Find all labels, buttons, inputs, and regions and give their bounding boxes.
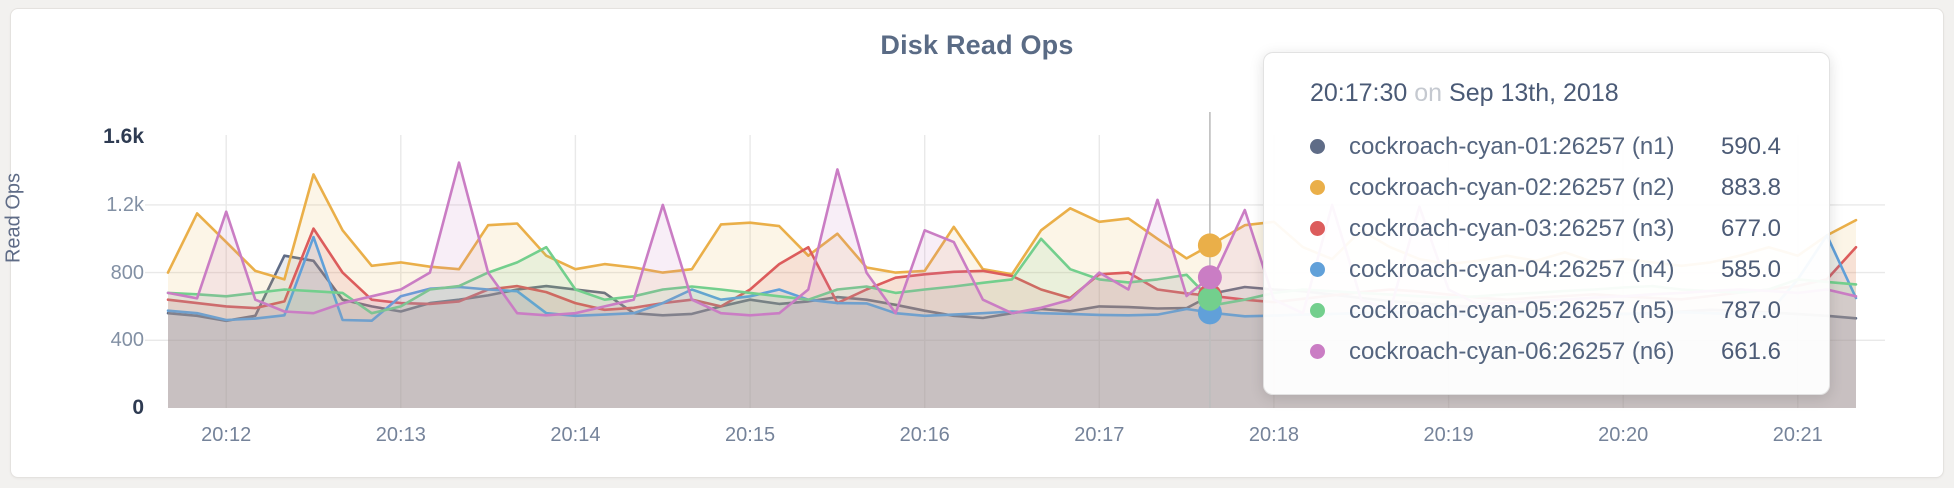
y-tick-label: 1.2k	[106, 193, 144, 216]
y-tick-label: 400	[110, 329, 144, 352]
x-tick-label: 20:13	[375, 424, 426, 446]
x-tick-label: 20:18	[1248, 424, 1299, 446]
series-color-dot-icon	[1310, 303, 1325, 318]
tooltip-series-row: cockroach-cyan-03:26257 (n3) 677.0	[1310, 208, 1781, 249]
x-tick-label: 20:21	[1772, 424, 1823, 446]
tooltip-series-row: cockroach-cyan-05:26257 (n5) 787.0	[1310, 290, 1781, 331]
x-tick-label: 20:12	[201, 424, 252, 446]
x-tick-label: 20:20	[1598, 424, 1649, 446]
tooltip-timestamp: 20:17:30 on Sep 13th, 2018	[1310, 77, 1781, 110]
series-color-dot-icon	[1310, 221, 1325, 236]
series-value: 787.0	[1720, 296, 1781, 324]
x-tick-label: 20:14	[550, 424, 601, 446]
hover-dot-n6	[1197, 265, 1222, 290]
series-name: cockroach-cyan-01:26257 (n1)	[1349, 132, 1675, 160]
series-value: 883.8	[1720, 173, 1781, 201]
tooltip-legend: cockroach-cyan-01:26257 (n1) 590.4 cockroa…	[1310, 126, 1781, 372]
chart-title: Disk Read Ops	[880, 30, 1074, 60]
x-tick-label: 20:19	[1423, 424, 1474, 446]
hover-dot-n5	[1197, 286, 1222, 311]
hover-tooltip: 20:17:30 on Sep 13th, 2018 cockroach-cya…	[1263, 52, 1830, 395]
series-color-dot-icon	[1310, 344, 1325, 359]
hover-dot-n2	[1197, 233, 1222, 258]
y-tick-label: 800	[110, 261, 144, 284]
y-tick-label: 1.6k	[103, 125, 144, 149]
series-color-dot-icon	[1310, 139, 1325, 154]
tooltip-on-label: on	[1414, 79, 1443, 107]
tooltip-series-row: cockroach-cyan-02:26257 (n2) 883.8	[1310, 167, 1781, 208]
tooltip-series-row: cockroach-cyan-04:26257 (n4) 585.0	[1310, 249, 1781, 290]
series-name: cockroach-cyan-04:26257 (n4)	[1349, 255, 1675, 283]
series-name: cockroach-cyan-03:26257 (n3)	[1349, 214, 1675, 242]
series-name: cockroach-cyan-02:26257 (n2)	[1349, 173, 1675, 201]
series-value: 585.0	[1720, 255, 1781, 283]
x-tick-label: 20:17	[1074, 424, 1125, 446]
y-tick-label: 0	[132, 396, 144, 419]
tooltip-date: Sep 13th, 2018	[1449, 79, 1619, 107]
series-name: cockroach-cyan-05:26257 (n5)	[1349, 296, 1675, 324]
x-tick-label: 20:15	[725, 424, 776, 446]
series-value: 677.0	[1720, 214, 1781, 242]
series-value: 661.6	[1720, 337, 1781, 365]
series-value: 590.4	[1720, 132, 1781, 160]
tooltip-series-row: cockroach-cyan-01:26257 (n1) 590.4	[1310, 126, 1781, 167]
series-name: cockroach-cyan-06:26257 (n6)	[1349, 337, 1675, 365]
tooltip-time: 20:17:30	[1310, 79, 1408, 107]
x-tick-label: 20:16	[899, 424, 950, 446]
tooltip-series-row: cockroach-cyan-06:26257 (n6) 661.6	[1310, 331, 1781, 372]
series-color-dot-icon	[1310, 262, 1325, 277]
series-color-dot-icon	[1310, 180, 1325, 195]
